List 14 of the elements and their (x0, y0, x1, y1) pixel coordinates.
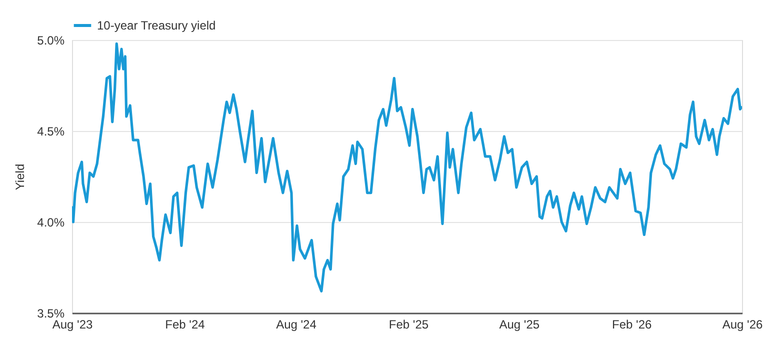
x-tick-label: Aug '25 (499, 318, 540, 332)
y-axis-title: Yield (13, 164, 28, 190)
y-tick-label: 3.5% (37, 306, 65, 320)
line-series (72, 42, 742, 292)
x-tick-label: Feb '24 (165, 318, 206, 332)
y-tick-label: 4.0% (37, 216, 65, 230)
x-tick-label: Feb '25 (388, 318, 429, 332)
x-tick-label: Aug '24 (276, 318, 317, 332)
y-tick-label: 4.5% (37, 124, 65, 138)
x-tick-label: Aug '26 (722, 318, 763, 332)
legend-label: 10-year Treasury yield (97, 18, 216, 32)
y-tick-label: 5.0% (37, 34, 65, 48)
x-tick-label: Feb '26 (612, 318, 652, 332)
x-tick-label: Aug '23 (52, 318, 93, 332)
